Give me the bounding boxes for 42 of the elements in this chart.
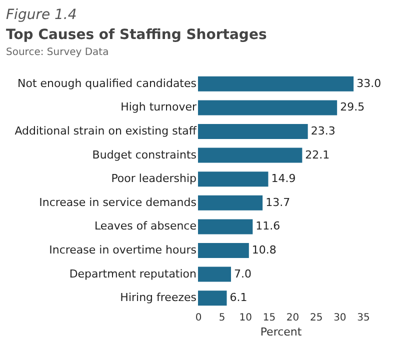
- bar: [198, 290, 227, 306]
- y-tick-label: Not enough qualified candidates: [18, 76, 197, 90]
- bar: [198, 243, 249, 258]
- data-label: 29.5: [340, 100, 365, 114]
- data-label: 23.3: [310, 124, 336, 138]
- bar: [198, 148, 302, 163]
- data-label: 7.0: [234, 267, 252, 280]
- text: Source: Survey Data: [6, 47, 109, 58]
- y-tick-label: Additional strain on existing staff: [14, 124, 197, 138]
- x-tick-label: 15: [262, 312, 276, 324]
- caption: Figure 1.4: [6, 7, 77, 23]
- x-tick-label: 5: [218, 312, 226, 324]
- data-label: 33.0: [356, 76, 382, 90]
- bar: [198, 219, 253, 234]
- bar: [198, 100, 338, 116]
- bar: [198, 266, 231, 282]
- x-tick-label: 20: [286, 312, 300, 324]
- y-tick-label: Hiring freezes: [120, 291, 197, 304]
- y-tick-label: Increase in overtime hours: [49, 244, 197, 256]
- bar: [198, 172, 268, 187]
- bar: [198, 195, 263, 210]
- data-label: 14.9: [271, 172, 296, 186]
- y-tick-label: Budget constraints: [92, 148, 197, 162]
- data-label: 6.1: [230, 291, 248, 304]
- bar: [198, 124, 308, 139]
- y-tick-label: Increase in service demands: [39, 196, 197, 209]
- y-tick-label: Leaves of absence: [94, 220, 197, 233]
- bar: [198, 76, 354, 92]
- x-tick-label: 30: [334, 312, 346, 324]
- data-label: 13.7: [266, 196, 290, 209]
- data-label: 10.8: [252, 244, 276, 256]
- x-tick-label: 25: [310, 312, 323, 324]
- x-tick-label: 0: [195, 312, 202, 324]
- x-tick-label: 35: [357, 312, 370, 324]
- data-label: 11.6: [256, 220, 280, 233]
- y-tick-label: Department reputation: [69, 267, 197, 280]
- data-label: 22.1: [305, 148, 330, 162]
- x-tick-label: 10: [239, 312, 252, 324]
- y-tick-label: High turnover: [120, 100, 197, 114]
- x-axis-title: Percent: [260, 326, 302, 338]
- y-tick-label: Poor leadership: [111, 172, 197, 186]
- chart-title: Top Causes of Staffing Shortages: [6, 27, 267, 43]
